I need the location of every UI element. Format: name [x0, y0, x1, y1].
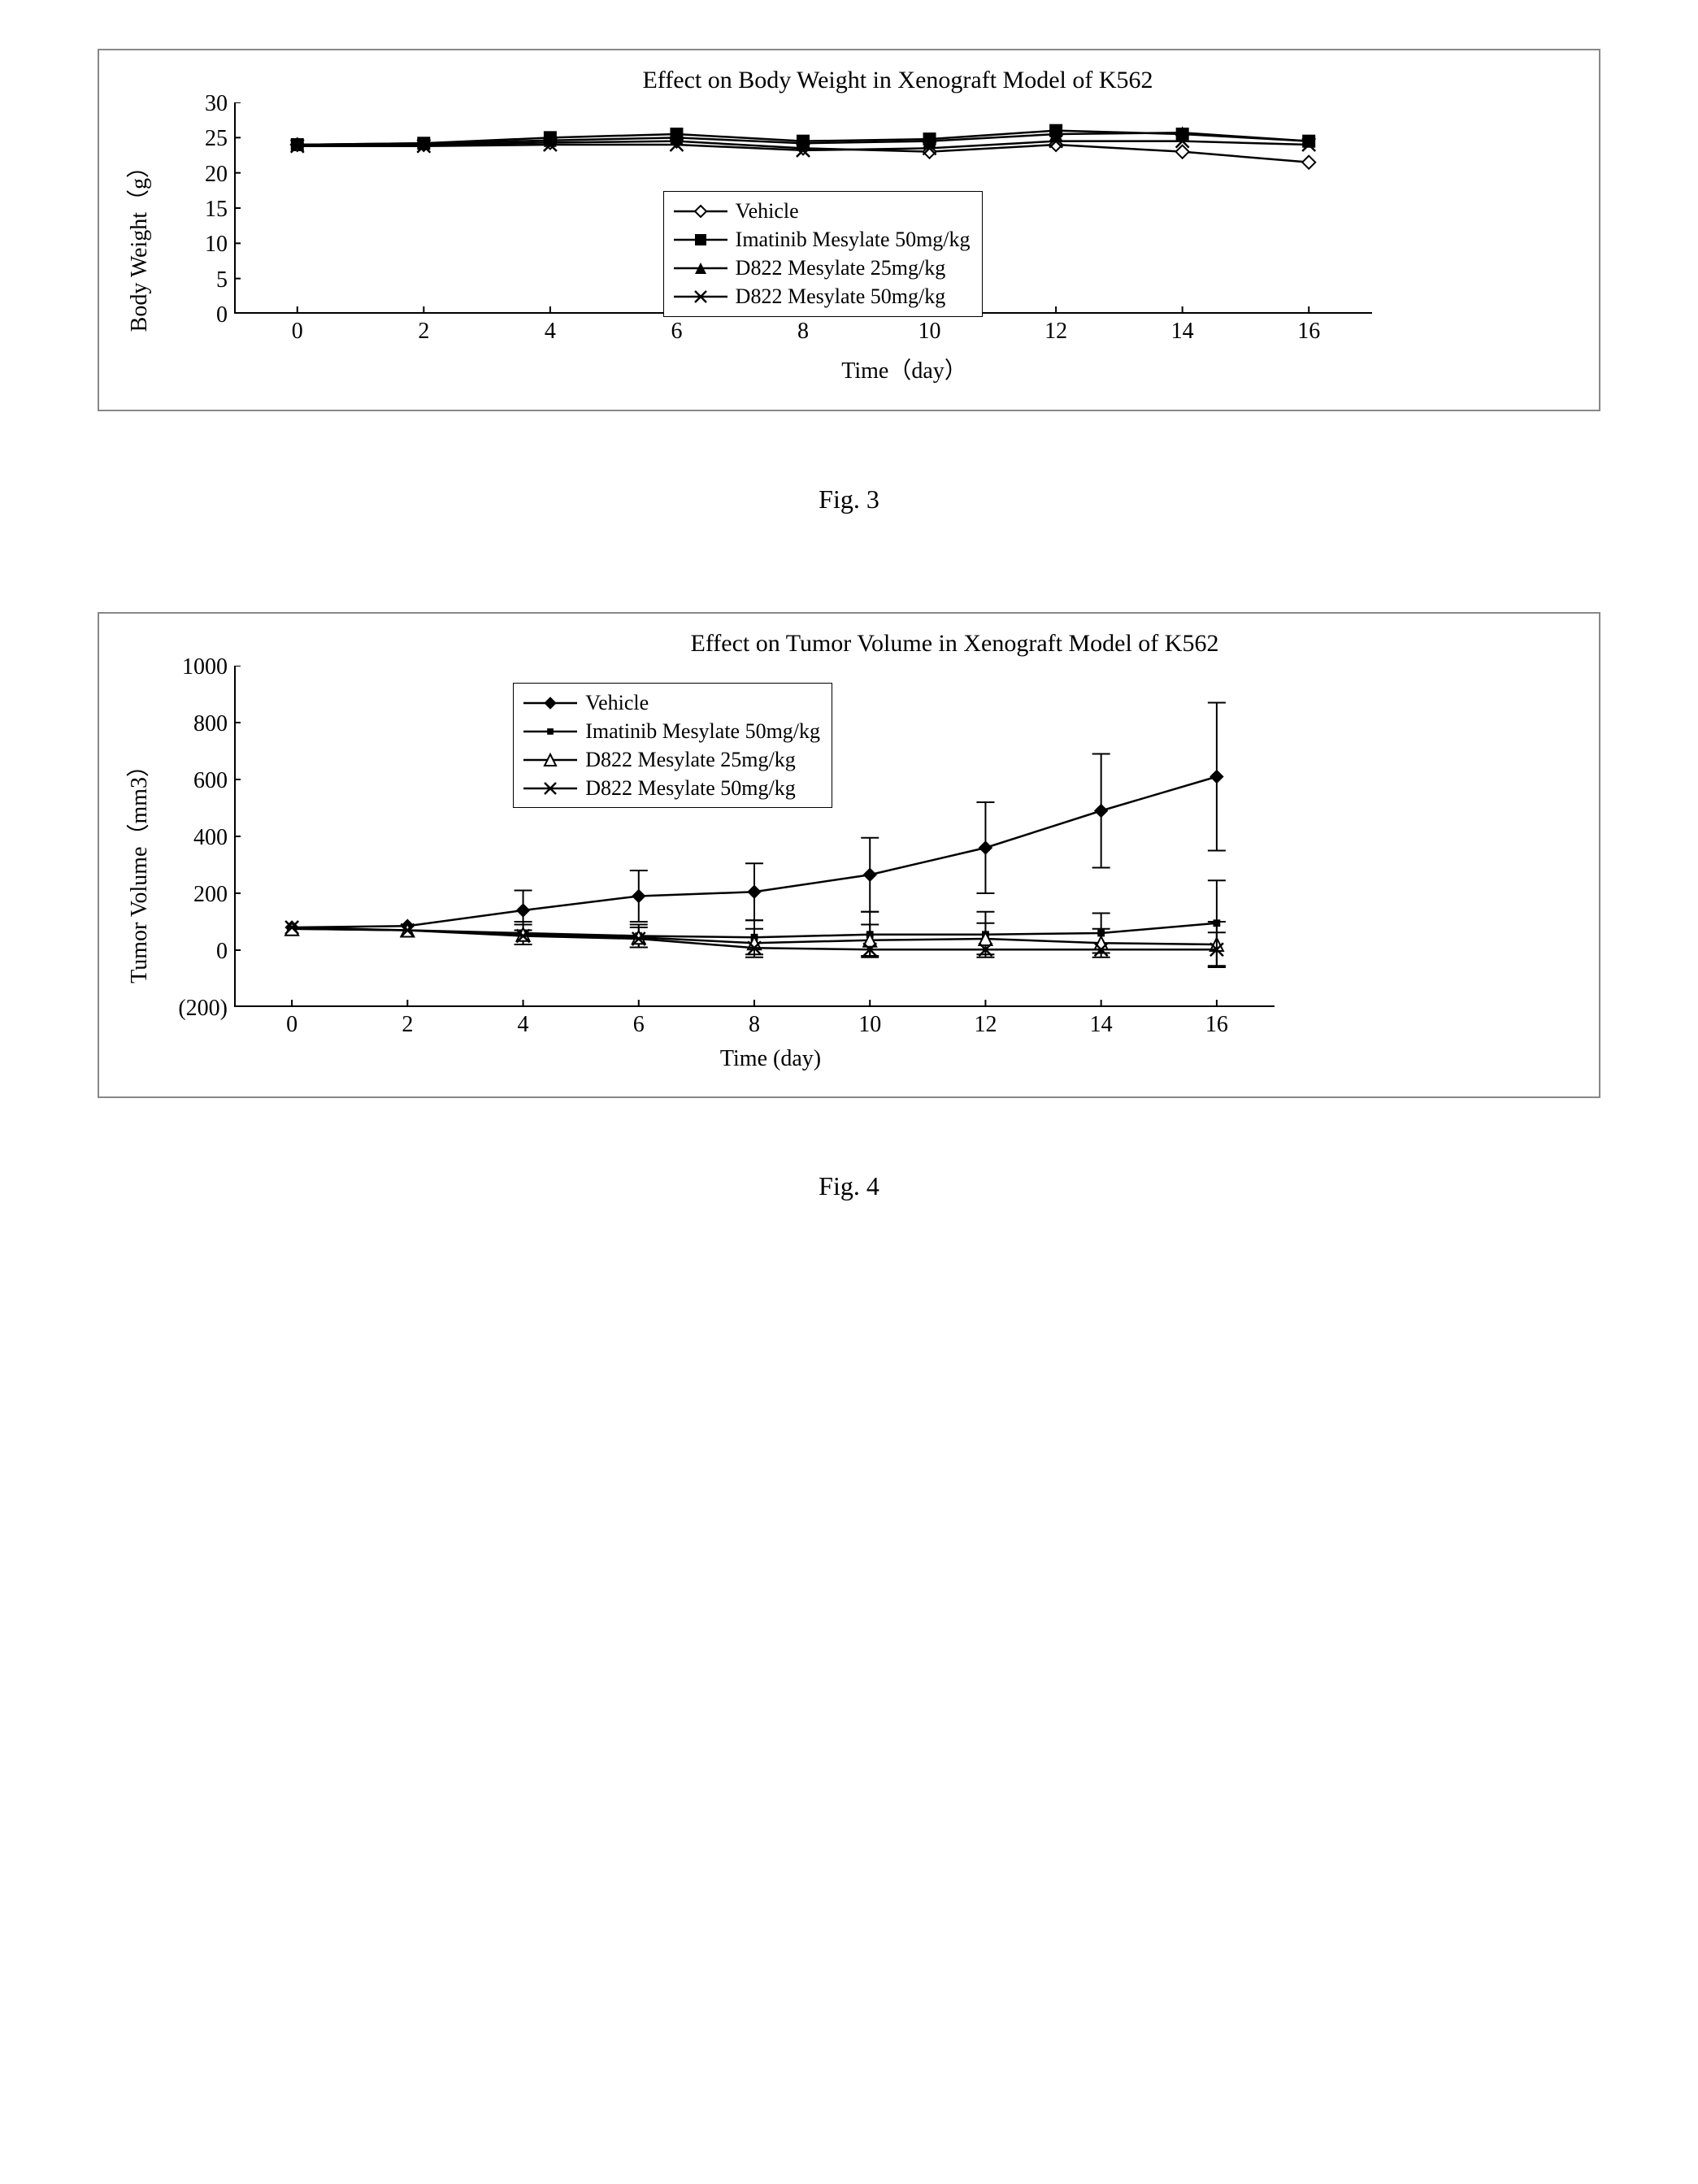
- x-tick-label: 10: [858, 1012, 882, 1038]
- y-tick-label: 10: [205, 232, 228, 258]
- chart-frame: Effect on Tumor Volume in Xenograft Mode…: [98, 612, 1600, 1098]
- plot-column: Vehicle Imatinib Mesylate 50mg/kg D822 M…: [234, 666, 1307, 1072]
- legend-label: D822 Mesylate 50mg/kg: [736, 282, 946, 310]
- legend-item: Imatinib Mesylate 50mg/kg: [522, 717, 820, 745]
- y-tick-label: 200: [193, 882, 228, 908]
- figure-caption: Fig. 3: [98, 484, 1600, 515]
- y-axis-label: Tumor Volume（mm3）: [124, 754, 156, 983]
- plot-area: Vehicle Imatinib Mesylate 50mg/kg D822 M…: [234, 666, 1307, 1007]
- legend-item: Imatinib Mesylate 50mg/kg: [672, 225, 971, 254]
- x-tick-label: 14: [1089, 1012, 1114, 1038]
- y-axis-label: Body Weight（g）: [124, 155, 156, 332]
- ylabel-wrap: Body Weight（g）: [124, 102, 161, 385]
- legend-label: Imatinib Mesylate 50mg/kg: [736, 225, 971, 254]
- y-tick-label: 0: [216, 302, 228, 328]
- chart-area: Body Weight（g） 051015202530 Vehicle Imat…: [124, 102, 1574, 385]
- legend-label: D822 Mesylate 25mg/kg: [736, 254, 946, 282]
- x-tick-label: 2: [411, 319, 436, 345]
- x-tick-label: 10: [918, 319, 942, 345]
- x-tick-label: 6: [627, 1012, 651, 1038]
- plot-area: Vehicle Imatinib Mesylate 50mg/kg D822 M…: [234, 102, 1574, 314]
- figure-caption: Fig. 4: [98, 1171, 1600, 1201]
- x-tick-label: 2: [395, 1012, 419, 1038]
- legend-item: D822 Mesylate 25mg/kg: [522, 745, 820, 774]
- x-tick-label: 4: [511, 1012, 536, 1038]
- x-tick-label: 12: [973, 1012, 997, 1038]
- y-tick-label: 800: [193, 711, 228, 737]
- y-tick-label: 25: [205, 126, 228, 152]
- legend-label: D822 Mesylate 50mg/kg: [585, 774, 796, 802]
- x-tick-label: 16: [1205, 1012, 1229, 1038]
- x-tick-label: 4: [538, 319, 562, 345]
- y-tick-label: 20: [205, 162, 228, 188]
- x-axis-ticks: 0 2 4 6 8 10 12 14 16: [234, 319, 1574, 348]
- legend-item: D822 Mesylate 50mg/kg: [522, 774, 820, 802]
- ylabel-wrap: Tumor Volume（mm3）: [124, 666, 161, 1072]
- x-tick-label: 0: [280, 1012, 304, 1038]
- chart-frame: Effect on Body Weight in Xenograft Model…: [98, 49, 1600, 411]
- x-tick-label: 6: [664, 319, 688, 345]
- legend-label: Vehicle: [585, 688, 649, 717]
- x-axis-label: Time（day）: [234, 353, 1574, 385]
- legend-item: D822 Mesylate 50mg/kg: [672, 282, 971, 310]
- x-tick-label: 8: [742, 1012, 766, 1038]
- figure-3: Effect on Body Weight in Xenograft Model…: [98, 49, 1600, 515]
- chart-area: Tumor Volume（mm3） 02004006008001000(200)…: [124, 666, 1574, 1072]
- x-tick-label: 0: [285, 319, 310, 345]
- x-tick-label: 8: [791, 319, 815, 345]
- y-tick-label: 1000: [182, 654, 228, 680]
- legend-label: D822 Mesylate 25mg/kg: [585, 745, 796, 774]
- figure-4: Effect on Tumor Volume in Xenograft Mode…: [98, 612, 1600, 1201]
- chart-title: Effect on Body Weight in Xenograft Model…: [124, 67, 1574, 94]
- x-tick-label: 12: [1044, 319, 1068, 345]
- legend-item: D822 Mesylate 25mg/kg: [672, 254, 971, 282]
- legend-label: Imatinib Mesylate 50mg/kg: [585, 717, 820, 745]
- x-tick-label: 14: [1170, 319, 1195, 345]
- legend-item: Vehicle: [522, 688, 820, 717]
- y-tick-label: 400: [193, 825, 228, 851]
- y-axis-ticks: 051015202530: [161, 102, 234, 314]
- legend-item: Vehicle: [672, 197, 971, 225]
- legend-label: Vehicle: [736, 197, 799, 225]
- legend: Vehicle Imatinib Mesylate 50mg/kg D822 M…: [663, 191, 983, 316]
- y-tick-label: 600: [193, 768, 228, 794]
- x-tick-label: 16: [1296, 319, 1321, 345]
- chart-title: Effect on Tumor Volume in Xenograft Mode…: [124, 630, 1574, 658]
- y-tick-label: 15: [205, 197, 228, 223]
- legend: Vehicle Imatinib Mesylate 50mg/kg D822 M…: [513, 683, 832, 808]
- y-tick-label: (200): [178, 996, 228, 1022]
- y-axis-ticks: 02004006008001000(200): [161, 666, 234, 1007]
- y-tick-label: 30: [205, 91, 228, 117]
- x-axis-ticks: 0 2 4 6 8 10 12 14 16: [234, 1012, 1307, 1041]
- y-tick-label: 0: [216, 939, 228, 965]
- plot-column: Vehicle Imatinib Mesylate 50mg/kg D822 M…: [234, 102, 1574, 385]
- x-axis-label: Time (day): [234, 1046, 1307, 1072]
- y-tick-label: 5: [216, 267, 228, 293]
